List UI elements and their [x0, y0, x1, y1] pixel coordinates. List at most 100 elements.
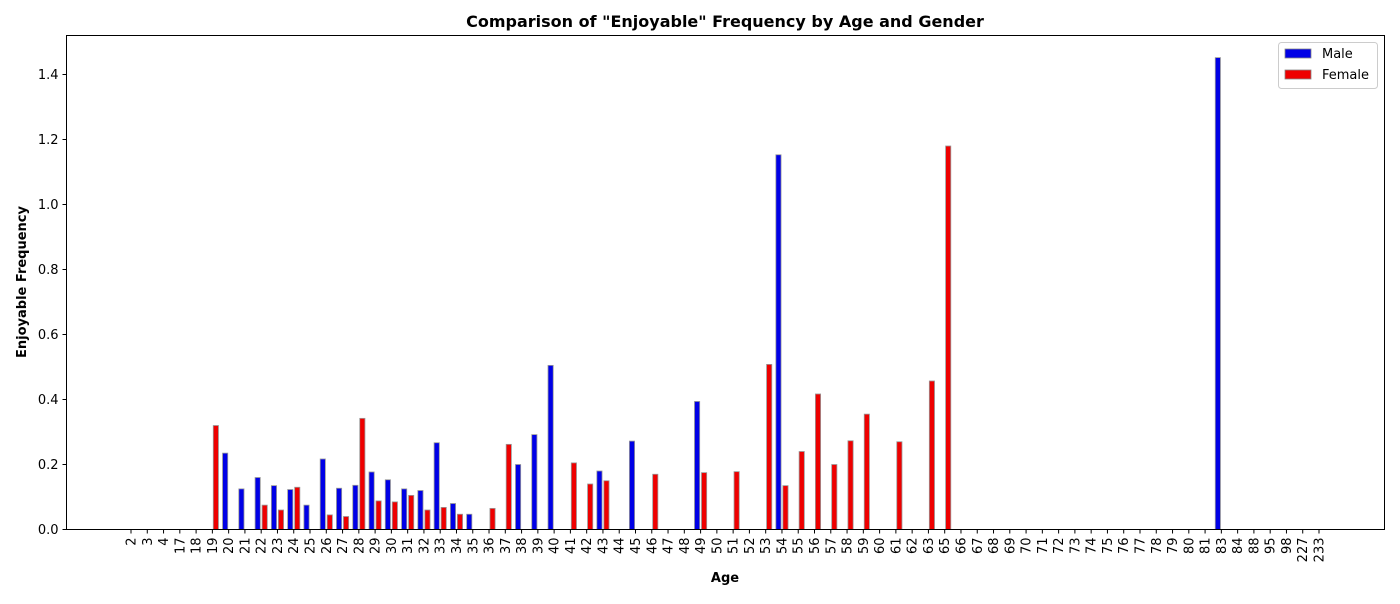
x-tick-label: 37 [499, 538, 514, 555]
bar-male-age-38 [515, 464, 522, 530]
bar-male-age-49 [694, 401, 701, 530]
x-tick-label: 79 [1166, 538, 1181, 555]
bar-female-age-42 [587, 483, 594, 530]
bar-female-age-36 [489, 507, 496, 530]
bar-female-age-65 [945, 145, 952, 530]
x-tick-label: 54 [775, 538, 790, 555]
bar-female-age-63 [928, 380, 935, 530]
x-tick-label: 50 [710, 538, 725, 555]
x-tick-label: 35 [466, 538, 481, 555]
x-tick-label: 48 [678, 538, 693, 555]
x-tick-label: 80 [1182, 538, 1197, 555]
x-tick-label: 95 [1264, 538, 1279, 555]
x-tick-label: 4 [157, 538, 172, 546]
x-axis-label: Age [711, 571, 739, 586]
bar-male-age-22 [254, 477, 261, 530]
y-tick-label: 1.0 [38, 198, 59, 213]
x-tick-label: 32 [417, 538, 432, 555]
x-tick-label: 83 [1215, 538, 1230, 555]
bar-male-age-21 [238, 488, 245, 530]
bar-female-age-19 [212, 425, 219, 530]
x-tick-label: 51 [727, 538, 742, 555]
x-tick-label: 46 [645, 538, 660, 555]
bar-female-age-30 [391, 501, 398, 530]
bar-male-age-83 [1214, 57, 1221, 530]
x-tick-label: 98 [1280, 538, 1295, 555]
bar-male-age-40 [547, 364, 554, 530]
legend-label-male: Male [1322, 47, 1353, 62]
x-tick-label: 33 [434, 538, 449, 555]
x-tick-label: 72 [1052, 538, 1067, 555]
bar-male-age-26 [319, 458, 326, 530]
y-tick-label: 0.6 [38, 328, 59, 343]
x-tick-label: 68 [987, 538, 1002, 555]
bar-female-age-32 [424, 509, 431, 530]
x-tick-label: 69 [1003, 538, 1018, 555]
legend-label-female: Female [1322, 68, 1369, 83]
bar-female-age-43 [603, 480, 610, 530]
x-tick-label: 58 [841, 538, 856, 555]
bar-female-age-28 [359, 417, 366, 530]
x-tick-label: 17 [173, 538, 188, 555]
bar-female-age-57 [831, 464, 838, 530]
legend: Male Female [1278, 42, 1378, 89]
x-tick-label: 34 [450, 538, 465, 555]
x-tick-label: 28 [352, 538, 367, 555]
bar-male-age-33 [433, 442, 440, 530]
y-tick-label: 0.2 [38, 458, 59, 473]
x-tick-label: 19 [206, 538, 221, 555]
x-tick-label: 76 [1117, 538, 1132, 555]
bar-male-age-27 [336, 487, 343, 530]
x-tick-label: 227 [1296, 538, 1311, 563]
bar-male-age-35 [466, 513, 473, 530]
x-tick-label: 20 [222, 538, 237, 555]
x-tick-label: 56 [808, 538, 823, 555]
x-tick-label: 25 [304, 538, 319, 555]
bar-female-age-54 [782, 485, 789, 530]
x-tick-label: 62 [906, 538, 921, 555]
x-tick-label: 78 [1150, 538, 1165, 555]
bar-female-age-31 [408, 494, 415, 530]
y-tick-label: 1.2 [38, 133, 59, 148]
x-tick-label: 81 [1199, 538, 1214, 555]
x-tick-label: 59 [857, 538, 872, 555]
x-tick-label: 40 [548, 538, 563, 555]
bar-male-age-45 [628, 440, 635, 530]
x-tick-label: 60 [873, 538, 888, 555]
x-tick-label: 52 [743, 538, 758, 555]
x-tick-label: 53 [759, 538, 774, 555]
x-tick-label: 66 [954, 538, 969, 555]
x-tick-label: 65 [938, 538, 953, 555]
bar-female-age-23 [277, 509, 284, 530]
x-tick-label: 55 [792, 538, 807, 555]
chart-title: Comparison of "Enjoyable" Frequency by A… [466, 12, 984, 31]
x-tick-label: 63 [922, 538, 937, 555]
x-tick-label: 47 [662, 538, 677, 555]
y-tick-label: 1.4 [38, 68, 59, 83]
x-tick-label: 73 [1068, 538, 1083, 555]
x-tick-label: 39 [531, 538, 546, 555]
ticks-layer: 0.00.20.40.60.81.01.21.42 3 4 17 18 19 20 21 22 2… [38, 68, 1328, 562]
bar-female-age-46 [652, 473, 659, 530]
plot-frame [66, 35, 1385, 530]
x-tick-label: 57 [824, 538, 839, 555]
bar-male-age-43 [596, 470, 603, 530]
x-tick-label: 44 [613, 538, 628, 555]
bar-male-age-54 [775, 154, 782, 530]
x-tick-label: 75 [1101, 538, 1116, 555]
bar-male-age-24 [287, 489, 294, 530]
legend-swatch-male [1284, 48, 1312, 59]
bar-male-age-29 [368, 471, 375, 530]
x-tick-label: 38 [515, 538, 530, 555]
bar-male-age-34 [449, 503, 456, 530]
legend-swatch-female [1284, 69, 1312, 80]
x-tick-label: 36 [483, 538, 498, 555]
bar-female-age-49 [701, 472, 708, 530]
x-tick-label: 84 [1231, 538, 1246, 555]
bar-female-age-61 [896, 441, 903, 530]
x-tick-label: 74 [1085, 538, 1100, 555]
x-tick-label: 27 [336, 538, 351, 555]
bar-male-age-20 [222, 452, 229, 530]
